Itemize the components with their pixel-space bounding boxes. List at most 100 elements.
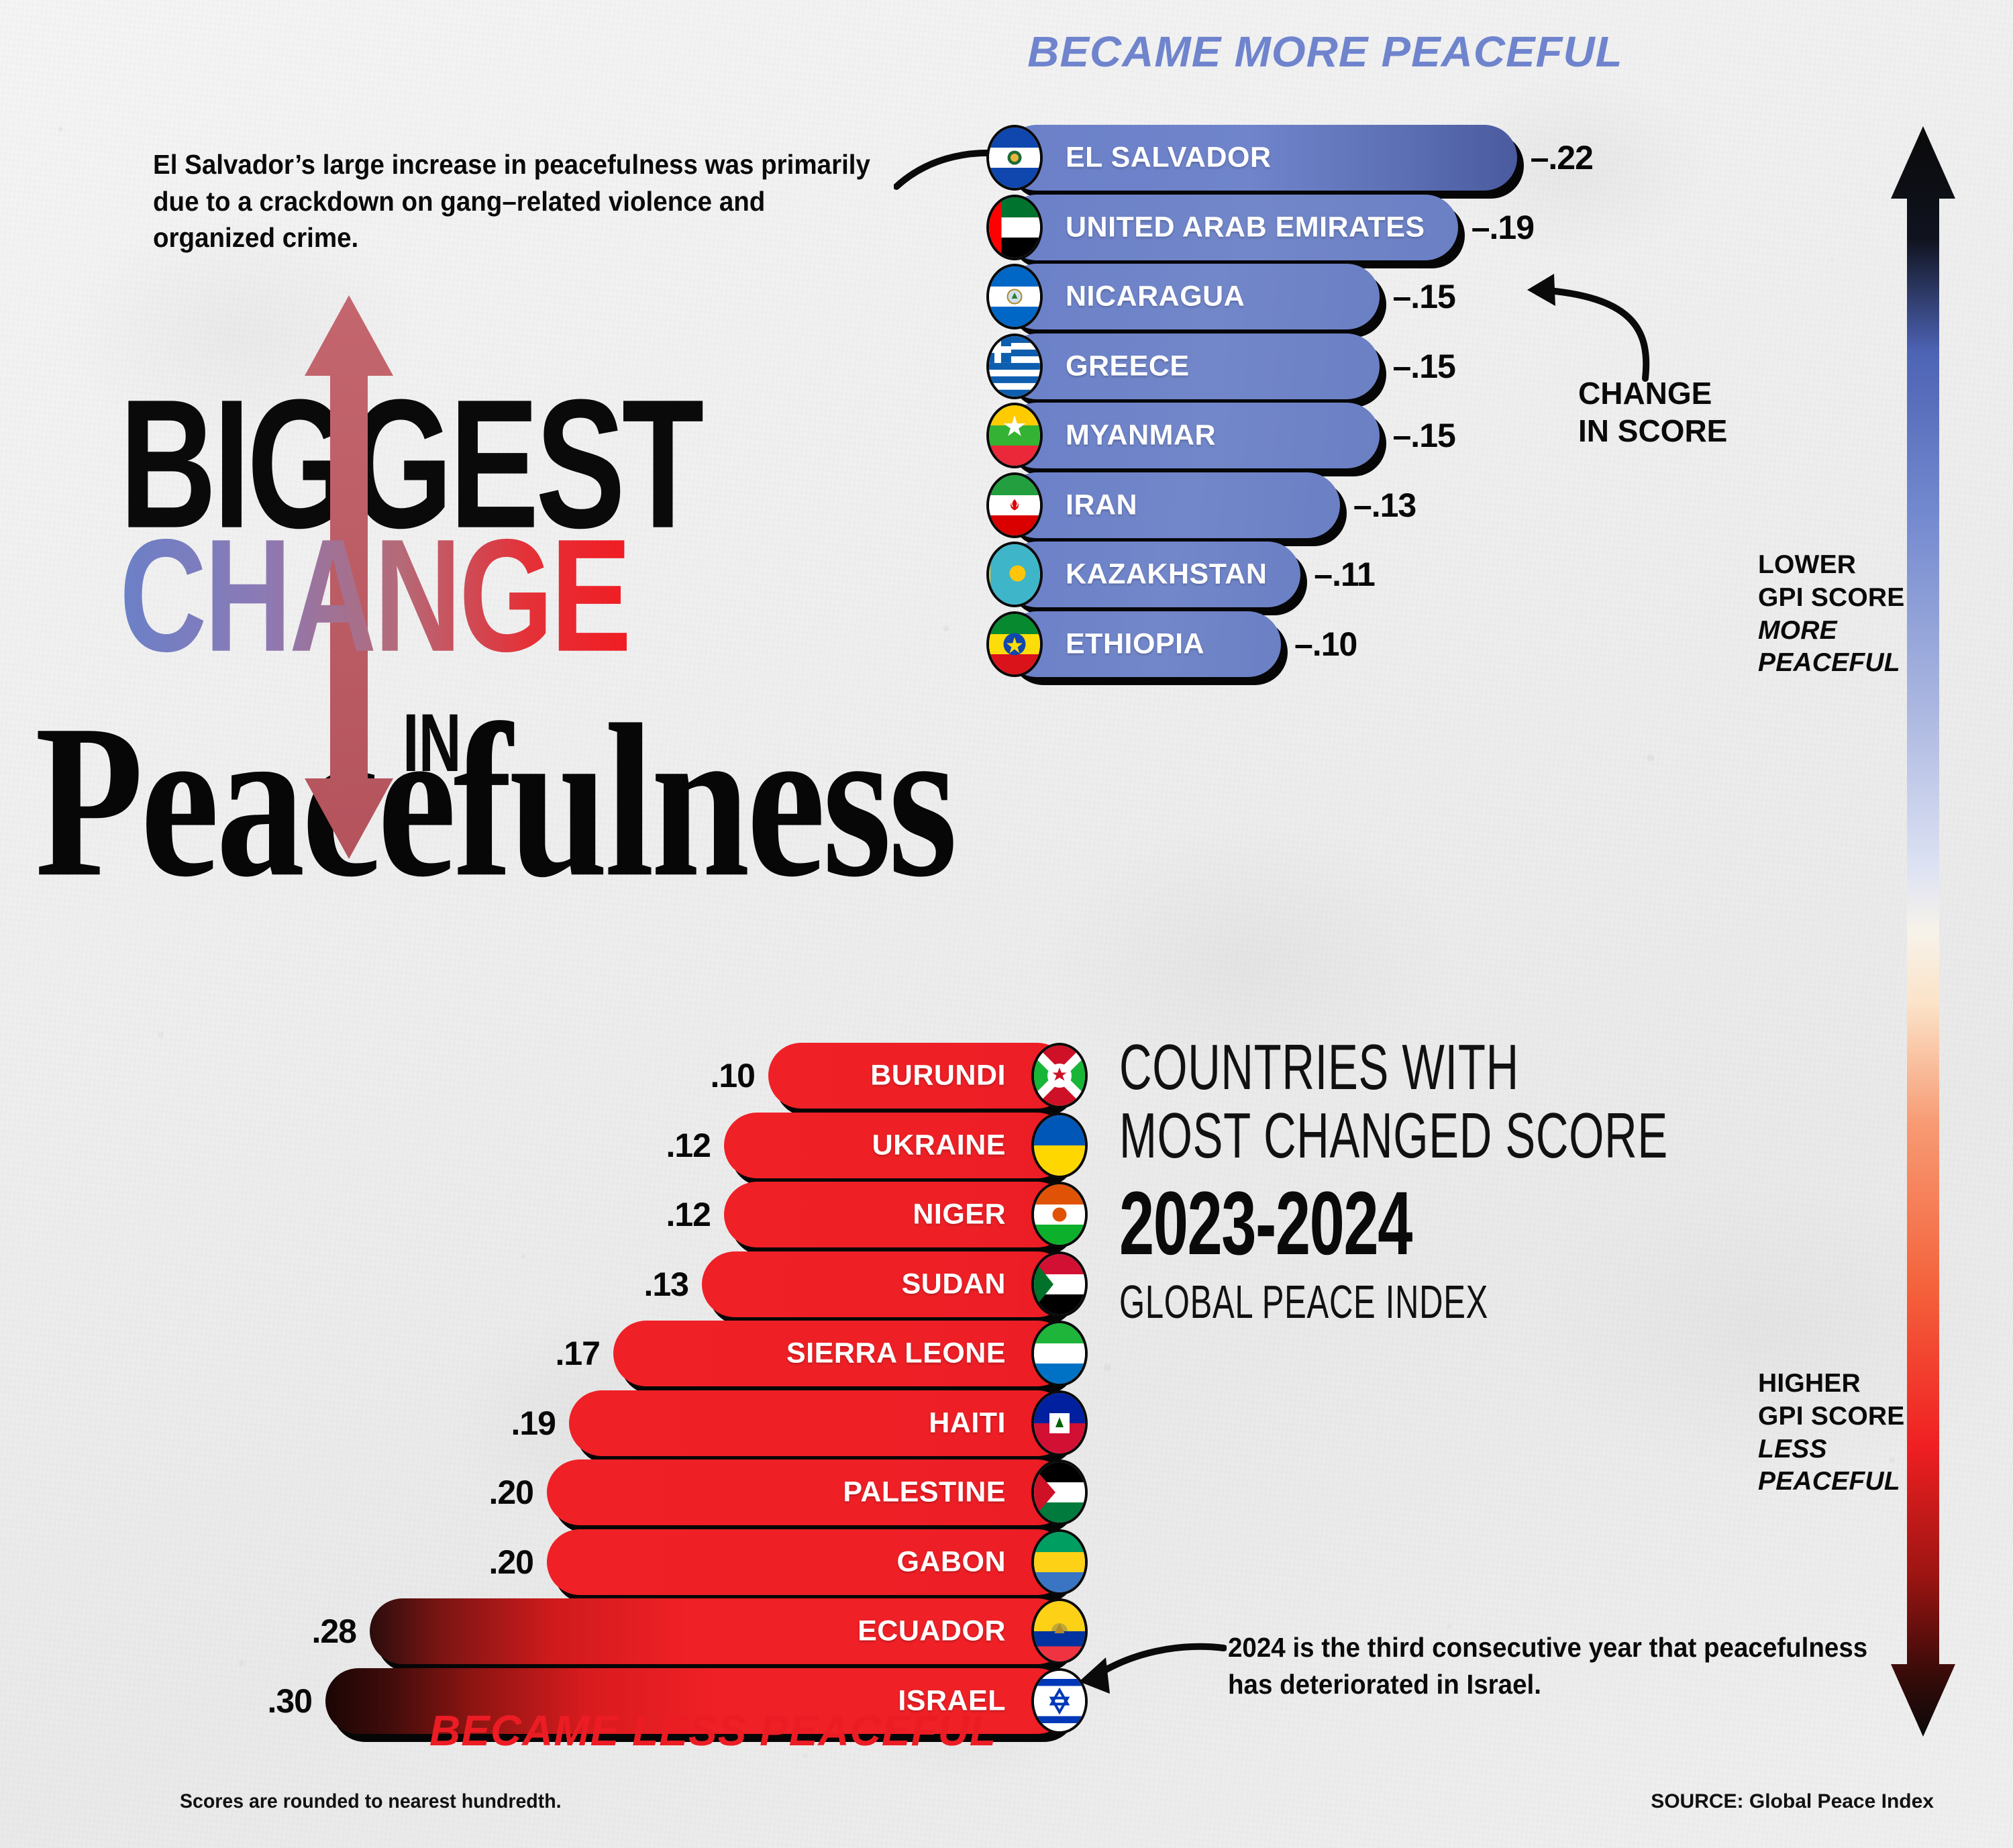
bar-country-label: ISRAEL: [898, 1684, 1006, 1716]
bar-row-more-peaceful: GREECE –.15: [986, 333, 1456, 407]
bar-shell: [1004, 542, 1308, 615]
bar-row-more-peaceful: ETHIOPIA –.10: [986, 611, 1357, 685]
bar-country-label: SIERRA LEONE: [786, 1337, 1006, 1370]
bar-country-label: GABON: [896, 1545, 1006, 1578]
footnote-text: Scores are rounded to nearest hundredth.: [180, 1790, 562, 1812]
lower-gpi-line-4: PEACEFUL: [1758, 648, 1900, 678]
bar-shell: [724, 1112, 1077, 1186]
flag-israel-icon: [1031, 1667, 1088, 1734]
bar-shell: [1004, 403, 1386, 476]
bar-shell: [613, 1321, 1077, 1394]
curved-arrow-to-nicaragua-icon: [1527, 274, 1650, 382]
bar-shell: [724, 1182, 1077, 1255]
headline-line-2: MOST CHANGED SCORE: [1119, 1099, 1668, 1172]
bar-country-label: HAITI: [929, 1406, 1006, 1439]
bar-row-less-peaceful: GABON .20: [488, 1529, 1088, 1603]
el-salvador-annotation: El Salvador’s large increase in peaceful…: [153, 149, 870, 254]
bar-country-label: NICARAGUA: [1066, 280, 1245, 313]
bar-shell: [702, 1251, 1077, 1325]
bar-shell: [370, 1598, 1077, 1672]
bar-fill: [1004, 472, 1340, 538]
flag-palestine-icon: [1031, 1459, 1088, 1525]
bar-row-less-peaceful: NIGER .12: [666, 1182, 1088, 1255]
flag-nicaragua-icon: [986, 264, 1043, 329]
bar-fill: [724, 1112, 1070, 1178]
bar-country-label: ETHIOPIA: [1066, 627, 1205, 660]
change-in-score-label: CHANGE IN SCORE: [1578, 374, 1727, 450]
bar-shell: [1004, 194, 1465, 268]
peacefulness-gradient-scale-icon: [1891, 126, 1955, 1737]
bar-fill: [702, 1251, 1070, 1317]
flag-myanmar-icon: [986, 403, 1043, 468]
israel-annotation: 2024 is the third consecutive year that …: [1228, 1632, 1868, 1700]
flag-kazakhstan-icon: [986, 542, 1043, 607]
bar-country-label: KAZAKHSTAN: [1066, 558, 1268, 591]
bar-fill: [1004, 542, 1301, 607]
change-in-score-line-2: IN SCORE: [1578, 413, 1728, 449]
bar-value-label: –.10: [1294, 625, 1357, 663]
bar-fill: [325, 1667, 1070, 1734]
bar-fill: [1004, 333, 1380, 399]
flag-ukraine-icon: [1031, 1112, 1088, 1178]
bar-country-label: GREECE: [1066, 350, 1190, 382]
bar-row-more-peaceful: EL SALVADOR –.22: [986, 125, 1594, 199]
flag-gabon-icon: [1031, 1529, 1088, 1595]
bar-country-label: EL SALVADOR: [1066, 141, 1272, 174]
flag-ecuador-icon: [1031, 1598, 1088, 1664]
flag-el-salvador-icon: [986, 125, 1043, 191]
bar-country-label: MYANMAR: [1066, 419, 1217, 452]
flag-niger-icon: [1031, 1182, 1088, 1247]
bar-value-label: .12: [666, 1196, 711, 1233]
bar-row-less-peaceful: ECUADOR .28: [311, 1598, 1088, 1672]
bar-shell: [1004, 333, 1386, 407]
bar-fill: [547, 1529, 1070, 1595]
bar-value-label: .13: [643, 1265, 689, 1303]
higher-gpi-legend: HIGHER GPI SCORE = LESS PEACEFUL: [1758, 1368, 1928, 1498]
bar-row-more-peaceful: MYANMAR –.15: [986, 403, 1456, 476]
title-line-in: IN: [403, 697, 462, 790]
double-headed-arrow-icon: [305, 295, 393, 859]
bar-value-label: –.11: [1314, 556, 1376, 593]
bar-value-label: .20: [488, 1543, 534, 1581]
lower-gpi-line-3: MORE: [1758, 615, 1837, 645]
became-less-peaceful-heading: BECAME LESS PEACEFUL: [429, 1706, 996, 1755]
bar-value-label: .28: [311, 1612, 357, 1650]
bar-row-less-peaceful: HAITI .19: [511, 1390, 1088, 1464]
bar-shell: [547, 1529, 1077, 1603]
bar-fill: [1004, 611, 1281, 677]
change-in-score-line-1: CHANGE: [1578, 376, 1712, 411]
bar-row-less-peaceful: BURUNDI .10: [710, 1043, 1088, 1117]
bar-row-more-peaceful: NICARAGUA –.15: [986, 264, 1456, 338]
bar-value-label: .17: [555, 1335, 601, 1372]
bar-value-label: .20: [488, 1474, 534, 1511]
bar-value-label: –.15: [1392, 417, 1456, 454]
higher-gpi-line-1: HIGHER: [1758, 1369, 1861, 1398]
bar-fill: [569, 1390, 1070, 1456]
bar-value-label: –.15: [1392, 347, 1456, 385]
flag-sierra-leone-icon: [1031, 1321, 1088, 1386]
headline-block: COUNTRIES WITH MOST CHANGED SCORE 2023-2…: [1119, 1033, 1790, 1328]
bar-fill: [1004, 264, 1380, 329]
higher-gpi-line-3: LESS: [1758, 1434, 1827, 1464]
bar-row-more-peaceful: KAZAKHSTAN –.11: [986, 542, 1376, 615]
bar-country-label: UKRAINE: [872, 1129, 1006, 1161]
bar-shell: [1004, 264, 1386, 338]
bar-country-label: IRAN: [1066, 489, 1138, 521]
bar-country-label: BURUNDI: [870, 1059, 1006, 1092]
lower-gpi-line-2: GPI SCORE =: [1758, 582, 1928, 612]
curved-arrow-to-israel-icon: [1079, 1643, 1227, 1694]
bar-shell: [569, 1390, 1077, 1464]
bar-value-label: .30: [267, 1682, 313, 1720]
bar-value-label: .12: [666, 1126, 711, 1164]
bar-fill: [1004, 403, 1380, 468]
bar-shell: [1004, 472, 1347, 546]
bar-shell: [1004, 611, 1288, 685]
bar-fill: [613, 1321, 1070, 1386]
bar-country-label: UNITED ARAB EMIRATES: [1066, 211, 1425, 243]
bar-value-label: .10: [710, 1057, 756, 1094]
bar-shell: [1004, 125, 1524, 199]
flag-uae-icon: [986, 194, 1043, 260]
lower-gpi-line-1: LOWER: [1758, 550, 1857, 579]
headline-line-1: COUNTRIES WITH: [1119, 1031, 1519, 1103]
bar-value-label: –.19: [1471, 208, 1535, 246]
